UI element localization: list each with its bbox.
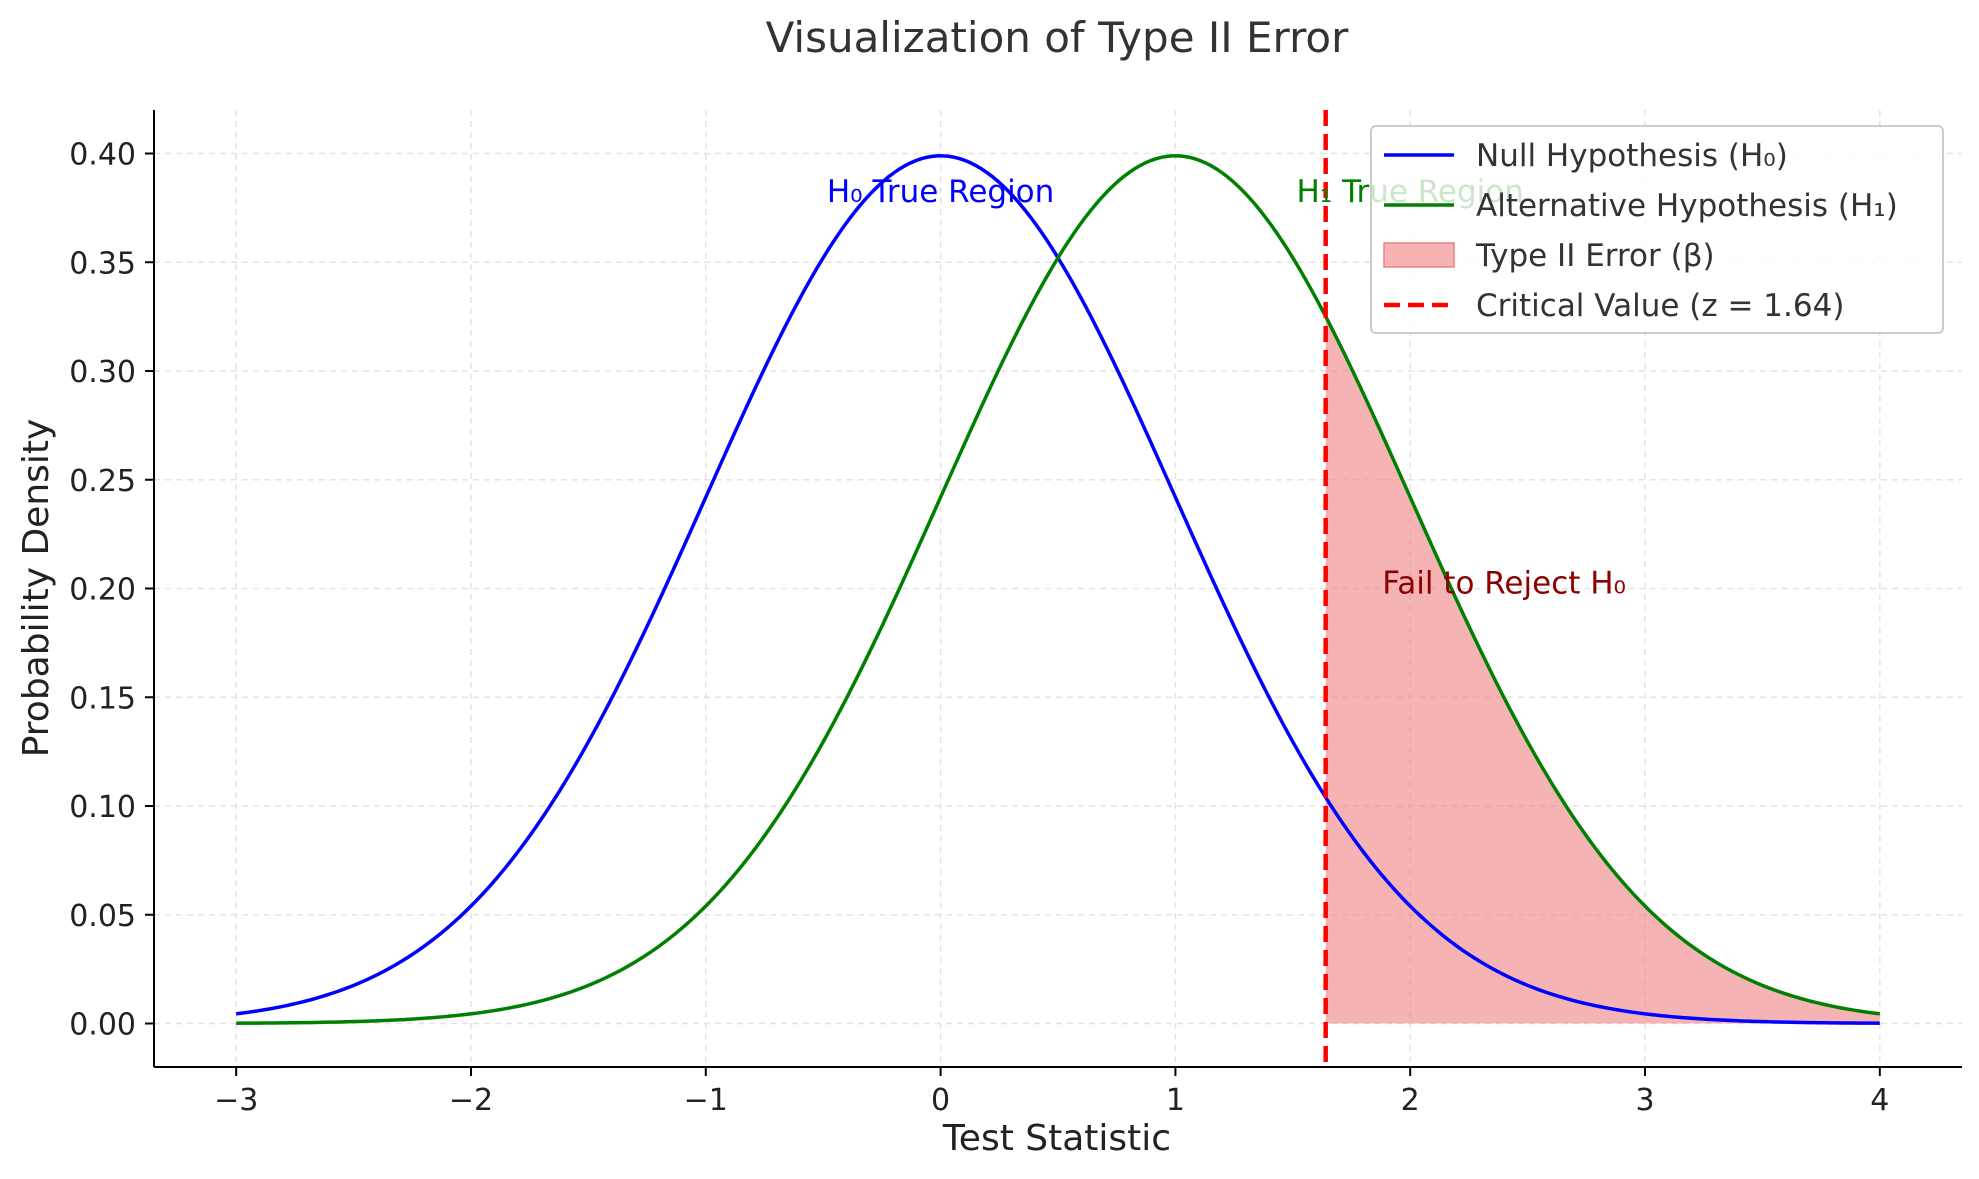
y-ticks: 0.00 0.05 0.10 0.15 0.20 0.25 0.30 0.35 0.40 <box>69 138 154 1043</box>
legend-entries: Null Hypothesis (H₀) Alternative Hypothes… <box>1383 138 1898 324</box>
line-layer <box>235 154 1881 1025</box>
type-ii-error-area <box>1325 316 1880 1024</box>
alternative-hypothesis-curve <box>236 154 1881 1025</box>
x-tick-label: 4 <box>1870 1083 1889 1118</box>
y-tick-label: 0.40 <box>69 138 136 173</box>
legend-label: Type II Error (β) <box>1475 238 1715 274</box>
y-tick-label: 0.20 <box>69 573 136 608</box>
legend-label: Alternative Hypothesis (H₁) <box>1476 188 1898 224</box>
annotation-2: Fail to Reject H₀ <box>1382 566 1626 602</box>
legend-frame <box>1370 125 1944 334</box>
chart-title: Visualization of Type II Error <box>766 13 1350 62</box>
x-tick-label: 2 <box>1401 1083 1420 1118</box>
y-tick-label: 0.00 <box>69 1008 136 1043</box>
legend-label: Null Hypothesis (H₀) <box>1476 138 1788 174</box>
area-layer <box>1325 316 1880 1024</box>
y-tick-label: 0.15 <box>69 681 136 716</box>
y-tick-label: 0.05 <box>69 899 136 934</box>
x-tick-label: 0 <box>931 1083 950 1118</box>
y-axis-label: Probability Density <box>16 419 57 758</box>
annotation-0: H₀ True Region <box>827 174 1054 210</box>
legend: Null Hypothesis (H₀) Alternative Hypothes… <box>1370 125 1944 334</box>
x-tick-label: −2 <box>449 1083 493 1118</box>
x-ticks: −3 −2 −1 0 1 2 3 4 <box>214 1067 1889 1118</box>
x-tick-label: −1 <box>684 1083 728 1118</box>
legend-label: Critical Value (z = 1.64) <box>1476 288 1844 324</box>
legend-swatch-area <box>1383 242 1455 268</box>
x-tick-label: 3 <box>1635 1083 1654 1118</box>
x-tick-label: 1 <box>1166 1083 1185 1118</box>
y-tick-label: 0.25 <box>69 464 136 499</box>
y-tick-label: 0.35 <box>69 246 136 281</box>
y-tick-label: 0.10 <box>69 790 136 825</box>
x-axis-label: Test Statistic <box>942 1118 1171 1159</box>
x-tick-label: −3 <box>214 1083 258 1118</box>
y-tick-label: 0.30 <box>69 355 136 390</box>
